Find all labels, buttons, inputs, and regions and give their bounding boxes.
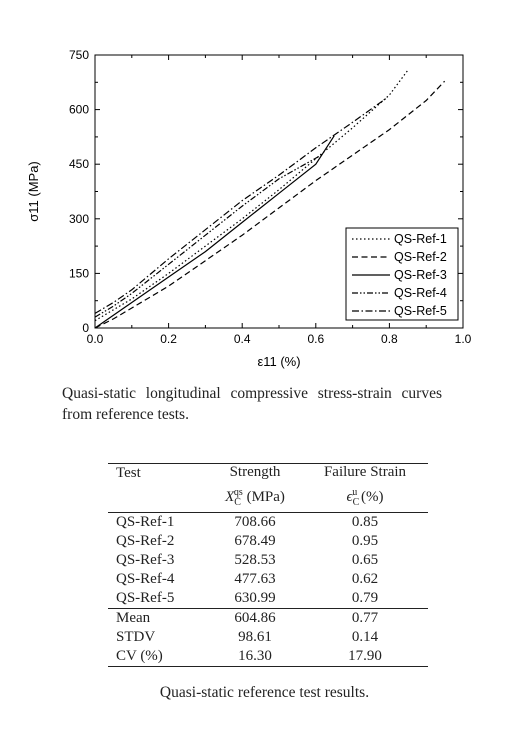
x-axis-label: ε11 (%) bbox=[257, 354, 300, 369]
x-tick-label: 0.0 bbox=[87, 332, 104, 346]
legend-box bbox=[345, 227, 459, 321]
table-row: QS-Ref-4 477.63 0.62 bbox=[116, 571, 379, 587]
y-tick-label: 750 bbox=[69, 48, 89, 62]
series-line-qs-ref-3 bbox=[94, 135, 335, 329]
table-row-stdv: STDV 98.61 0.14 bbox=[116, 629, 379, 645]
y-axis-label: σ11 (MPa) bbox=[26, 161, 41, 222]
stress-strain-chart: 0.0 0.2 0.4 0.6 0.8 1.0 0 150 300 450 600 750 QS-R… bbox=[26, 48, 472, 369]
x-tick-label: 0.8 bbox=[381, 332, 398, 346]
table-row: QS-Ref-2 678.49 0.95 bbox=[116, 533, 379, 549]
y-tick-label: 0 bbox=[82, 321, 89, 335]
legend-label: QS-Ref-4 bbox=[394, 286, 447, 300]
y-tick-label: 450 bbox=[69, 157, 89, 171]
table-row-mean: Mean 604.86 0.77 bbox=[108, 608, 428, 628]
table-row: QS-Ref-3 528.53 0.65 bbox=[116, 552, 379, 568]
table-row: QS-Ref-5 630.99 0.79 bbox=[116, 590, 379, 606]
series-layer bbox=[94, 69, 446, 329]
table-row-cv: CV (%) 16.30 17.90 bbox=[108, 647, 428, 667]
header-strength: Strength bbox=[208, 463, 302, 483]
x-tick-label: 0.6 bbox=[307, 332, 324, 346]
header-test: Test bbox=[108, 463, 208, 483]
x-tick-label: 1.0 bbox=[455, 332, 472, 346]
x-axis: 0.0 0.2 0.4 0.6 0.8 1.0 bbox=[87, 55, 472, 346]
results-table: Test Strength Failure Strain XCqs (MPa) … bbox=[108, 463, 428, 667]
legend: QS-Ref-1 QS-Ref-2 QS-Ref-3 QS-Ref-4 QS-Ref-5 bbox=[345, 227, 459, 321]
legend-label: QS-Ref-2 bbox=[394, 250, 447, 264]
y-tick-label: 600 bbox=[69, 103, 89, 117]
table-caption: Quasi-static reference test results. bbox=[159, 684, 370, 701]
legend-label: QS-Ref-3 bbox=[394, 268, 447, 282]
figure-caption: Quasi-static longitudinal compressive st… bbox=[62, 385, 442, 423]
header-strain: Failure Strain bbox=[302, 463, 428, 483]
legend-label: QS-Ref-1 bbox=[394, 232, 447, 246]
header-strength-symbol: XCqs (MPa) bbox=[208, 483, 302, 513]
legend-label: QS-Ref-5 bbox=[394, 304, 447, 318]
table-row: QS-Ref-1 708.66 0.85 bbox=[116, 514, 379, 530]
header-strain-symbol: ϵCu (%) bbox=[302, 483, 428, 513]
series-line-qs-ref-4 bbox=[94, 153, 324, 318]
x-tick-label: 0.2 bbox=[160, 332, 177, 346]
series-line-qs-ref-2 bbox=[94, 80, 446, 329]
series-line-qs-ref-5 bbox=[94, 98, 387, 314]
y-tick-label: 150 bbox=[69, 266, 89, 280]
y-tick-label: 300 bbox=[69, 212, 89, 226]
y-axis: 0 150 300 450 600 750 bbox=[69, 48, 463, 335]
x-tick-label: 0.4 bbox=[234, 332, 251, 346]
